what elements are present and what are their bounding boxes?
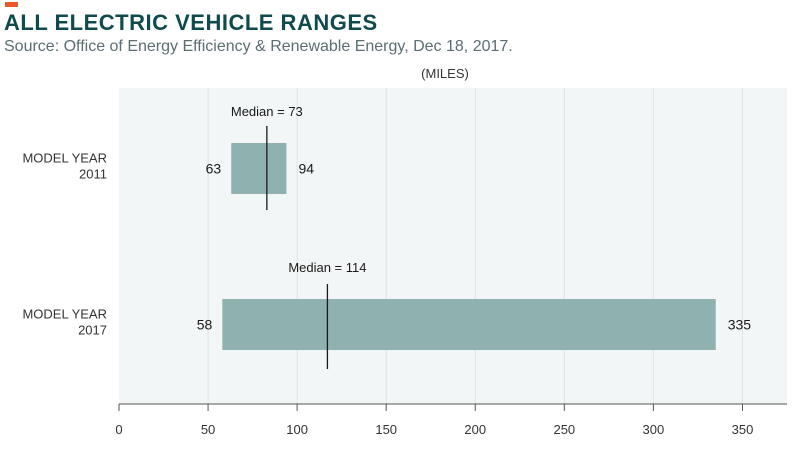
category-label: MODEL YEAR 2017 — [22, 307, 107, 338]
plot-background — [119, 88, 787, 404]
max-label: 335 — [728, 317, 752, 333]
bars: MODEL YEAR 2011 63 94 Median = 73 MODEL YEAR 2… — [22, 104, 751, 369]
accent-bar — [5, 2, 18, 7]
category-label: MODEL YEAR 2011 — [22, 151, 107, 182]
unit-label: (MILES) — [421, 66, 469, 81]
x-tick-label: 50 — [201, 422, 215, 437]
x-tick-label: 0 — [115, 422, 122, 437]
x-tick-label: 200 — [464, 422, 486, 437]
x-tick-label: 350 — [732, 422, 754, 437]
x-tick-label: 100 — [286, 422, 308, 437]
min-label: 58 — [197, 317, 213, 333]
x-tick-label: 150 — [375, 422, 397, 437]
min-label: 63 — [206, 161, 222, 177]
x-axis: 0 50 100 150 200 250 300 350 — [115, 403, 787, 437]
gridlines — [207, 88, 743, 404]
max-label: 94 — [298, 161, 314, 177]
median-label: Median = 114 — [288, 260, 366, 275]
chart-title: ALL ELECTRIC VEHICLE RANGES — [4, 10, 378, 35]
x-tick-label: 250 — [553, 422, 575, 437]
x-tick-label: 300 — [643, 422, 665, 437]
range-bar — [222, 299, 716, 350]
median-label: Median = 73 — [231, 104, 303, 119]
chart-subtitle: Source: Office of Energy Efficiency & Re… — [4, 38, 513, 55]
range-bar — [231, 143, 287, 194]
